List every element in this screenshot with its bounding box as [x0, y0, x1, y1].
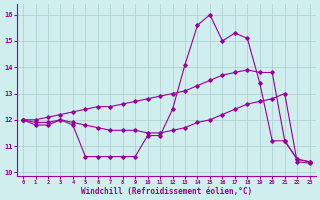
X-axis label: Windchill (Refroidissement éolien,°C): Windchill (Refroidissement éolien,°C) — [81, 187, 252, 196]
